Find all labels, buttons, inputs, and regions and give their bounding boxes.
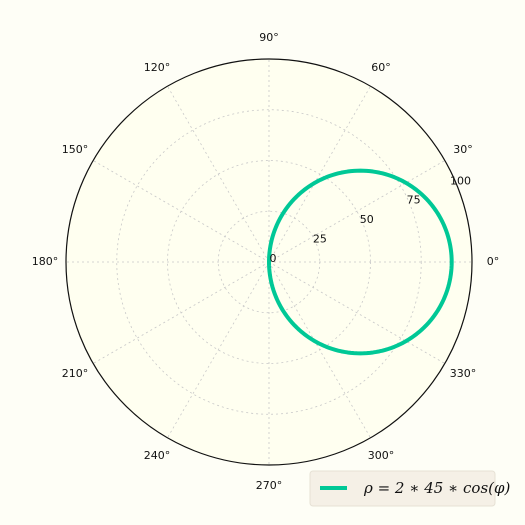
theta-tick-label: 180° — [32, 255, 59, 268]
grid — [66, 59, 472, 465]
r-tick-label: 50 — [360, 213, 374, 226]
theta-tick-label: 120° — [144, 61, 171, 74]
theta-gridline — [268, 261, 371, 439]
r-tick-label: 25 — [313, 233, 327, 246]
theta-gridline — [268, 261, 446, 364]
theta-gridline — [167, 85, 270, 263]
theta-tick-labels: 0° 30° 60° 90° 120° 150° 180° 210° 240° 270° 300° 3… — [32, 31, 500, 492]
legend-box — [309, 470, 496, 507]
polar-frame — [65, 58, 473, 466]
theta-tick-label: 150° — [62, 143, 89, 156]
theta-gridline — [92, 261, 270, 364]
theta-tick-label: 270° — [256, 479, 283, 492]
theta-tick-label: 0° — [487, 255, 500, 268]
theta-tick-label: 210° — [62, 367, 89, 380]
theta-tick-label: 60° — [371, 61, 391, 74]
theta-gridline — [92, 160, 270, 263]
theta-gridline — [268, 160, 446, 263]
legend-label: ρ = 2 ∗ 45 ∗ cos(φ) — [363, 479, 511, 497]
series-layer — [267, 168, 454, 356]
theta-tick-label: 330° — [450, 367, 477, 380]
theta-gridline — [167, 261, 270, 439]
legend: ρ = 2 ∗ 45 ∗ cos(φ) — [309, 470, 511, 507]
r-tick-label: 100 — [450, 174, 471, 187]
theta-gridline — [268, 85, 371, 263]
r-tick-labels: 0 25 50 75 100 — [270, 174, 472, 265]
r-tick-label: 0 — [270, 252, 277, 265]
series-line — [267, 168, 454, 356]
theta-tick-label: 300° — [368, 449, 395, 462]
theta-tick-label: 240° — [144, 449, 171, 462]
r-gridline — [116, 109, 422, 415]
theta-tick-label: 30° — [453, 143, 473, 156]
theta-tick-label: 90° — [259, 31, 279, 44]
r-tick-label: 75 — [407, 194, 421, 207]
